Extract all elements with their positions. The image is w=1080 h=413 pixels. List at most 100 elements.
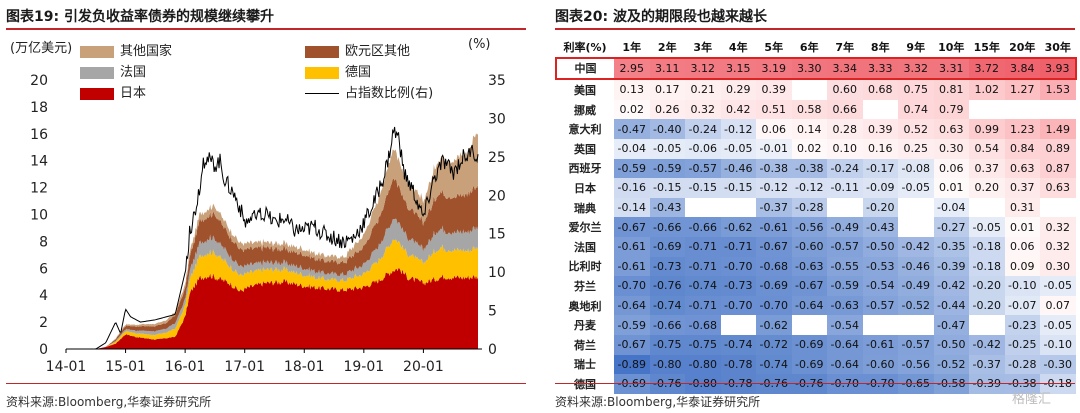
yield-cell: -0.17 [862, 158, 898, 179]
yield-cell: -0.61 [756, 217, 792, 237]
column-header: 30年 [1044, 40, 1071, 54]
yield-cell: -0.71 [685, 295, 721, 316]
yield-cell: 0.01 [1004, 217, 1040, 237]
legend-label-euro-other: 欧元区其他 [345, 44, 411, 59]
row-label: 瑞典 [574, 201, 596, 215]
yield-cell: -0.12 [720, 119, 756, 139]
table-row: 西班牙 -0.59 -0.59 -0.57 -0.46 -0.38 -0.38 -0.24 -0… [556, 158, 1076, 179]
yield-cell: -0.52 [898, 295, 934, 316]
yield-cell: 1.23 [1004, 119, 1040, 139]
yield-cell: -0.60 [862, 354, 898, 375]
yield-cell: -0.12 [756, 178, 792, 198]
yield-cell [898, 315, 934, 335]
yield-cell: -0.50 [933, 334, 969, 355]
legend-label-germany: 德国 [345, 65, 372, 80]
right-source-note: 资料来源:Bloomberg,华泰证券研究所 [555, 395, 761, 409]
yield-cell: -0.59 [649, 158, 685, 179]
yield-cell: -0.66 [649, 315, 685, 335]
yield-cell: 3.33 [862, 56, 898, 81]
yield-cell: 0.20 [969, 178, 1005, 198]
table-row: 奥地利 -0.64 -0.74 -0.71 -0.70 -0.70 -0.64 -0.63 -0… [556, 295, 1076, 316]
yield-cell: 3.32 [898, 56, 934, 81]
column-header: 9年 [906, 40, 926, 54]
yield-cell: -0.69 [791, 334, 827, 355]
yield-cell: -0.44 [933, 295, 969, 316]
left-panel-title: 图表19: 引发负收益率债券的规模继续攀升 [6, 9, 274, 25]
table-row: 意大利 -0.47 -0.40 -0.24 -0.12 0.06 0.14 0.28 0.39 0… [556, 119, 1076, 139]
y-tick-label-2: 4 [39, 288, 48, 304]
area-france [66, 218, 478, 349]
yield-cell: -0.16 [614, 178, 650, 198]
yield-cell: 0.89 [1040, 138, 1076, 159]
yield-cell: -0.40 [649, 119, 685, 139]
yield-cell: -0.05 [649, 138, 685, 159]
yield-cell: 3.72 [969, 56, 1005, 81]
column-header: 8年 [870, 40, 890, 54]
yield-cell: 0.13 [614, 79, 650, 100]
yield-cell: -0.60 [791, 236, 827, 257]
row-label: 中国 [555, 56, 614, 81]
yield-cell: -0.76 [649, 276, 685, 296]
yield-cell: -0.64 [791, 295, 827, 316]
yield-cell: -0.61 [614, 236, 650, 257]
yield-cell: 3.31 [933, 56, 969, 81]
x-tick-label-0: 14-01 [46, 359, 87, 375]
yield-cell: -0.28 [791, 197, 827, 218]
yield-cell: 3.12 [685, 56, 721, 81]
yield-cell: -0.05 [898, 178, 934, 198]
y-tick-label-6: 12 [30, 181, 48, 197]
yield-cell: 0.07 [1040, 295, 1076, 316]
yield-cell: 2.95 [614, 56, 650, 81]
yield-cell [969, 99, 1005, 120]
yield-cell: -0.71 [720, 236, 756, 257]
yield-cell: 0.60 [827, 79, 863, 100]
yield-cell: -0.63 [827, 295, 863, 316]
yield-cell: 0.01 [933, 178, 969, 198]
y-tick-label-4: 8 [39, 234, 48, 250]
left-axis-unit: (万亿美元) [10, 41, 73, 56]
column-header: 2年 [657, 40, 677, 54]
x-tick-label-1: 15-01 [105, 359, 146, 375]
yield-cell: -0.10 [1040, 334, 1076, 355]
x-tick-label-4: 18-01 [284, 359, 325, 375]
yield-cell: -0.68 [685, 315, 721, 335]
yield-cell: 0.17 [649, 79, 685, 100]
column-header: 1年 [622, 40, 642, 54]
yield-cell: -0.09 [862, 178, 898, 198]
yield-cell: 0.02 [791, 138, 827, 159]
yield-cell: -0.20 [862, 197, 898, 218]
yield-cell: 0.39 [756, 79, 792, 100]
column-header: 20年 [1009, 40, 1036, 54]
watermark: 格隆汇 [1012, 392, 1052, 407]
yield-cell: -0.67 [614, 334, 650, 355]
table-row: 挪威 0.02 0.26 0.32 0.42 0.51 0.58 0.66 0.74 0.79 [556, 99, 1076, 120]
yield-cell: 0.74 [898, 99, 934, 120]
legend-item-euro-other: 欧元区其他 [305, 44, 410, 60]
yield-cell: -0.38 [791, 158, 827, 179]
yield-cell: -0.69 [756, 276, 792, 296]
yield-cell: 0.79 [933, 99, 969, 120]
yield-cell: -0.49 [898, 276, 934, 296]
yield-cell: -0.42 [969, 334, 1005, 355]
yield-cell: -0.06 [685, 138, 721, 159]
row-label: 瑞士 [574, 358, 596, 372]
yield-cell: -0.70 [720, 295, 756, 316]
yield-cell: -0.14 [614, 197, 650, 218]
ratio-line [66, 126, 479, 350]
y2-tick-label-5: 25 [488, 150, 506, 166]
yield-cell: -0.15 [720, 178, 756, 198]
yield-cell: 0.63 [1040, 178, 1076, 198]
yield-cell: 0.52 [898, 119, 934, 139]
yield-cell: 0.63 [1004, 158, 1040, 179]
yield-cell [1040, 99, 1076, 120]
yield-cell: -0.49 [827, 217, 863, 237]
yield-cell: -0.57 [862, 295, 898, 316]
yield-cell: -0.67 [791, 276, 827, 296]
yield-cell: -0.20 [969, 295, 1005, 316]
right-axis-unit: (%) [468, 37, 491, 52]
yield-cell: -0.66 [649, 217, 685, 237]
legend-item-france: 法国 [80, 65, 146, 81]
yield-cell: 0.39 [862, 119, 898, 139]
row-label: 奥地利 [568, 299, 602, 313]
yield-cell: -0.23 [1004, 315, 1040, 335]
